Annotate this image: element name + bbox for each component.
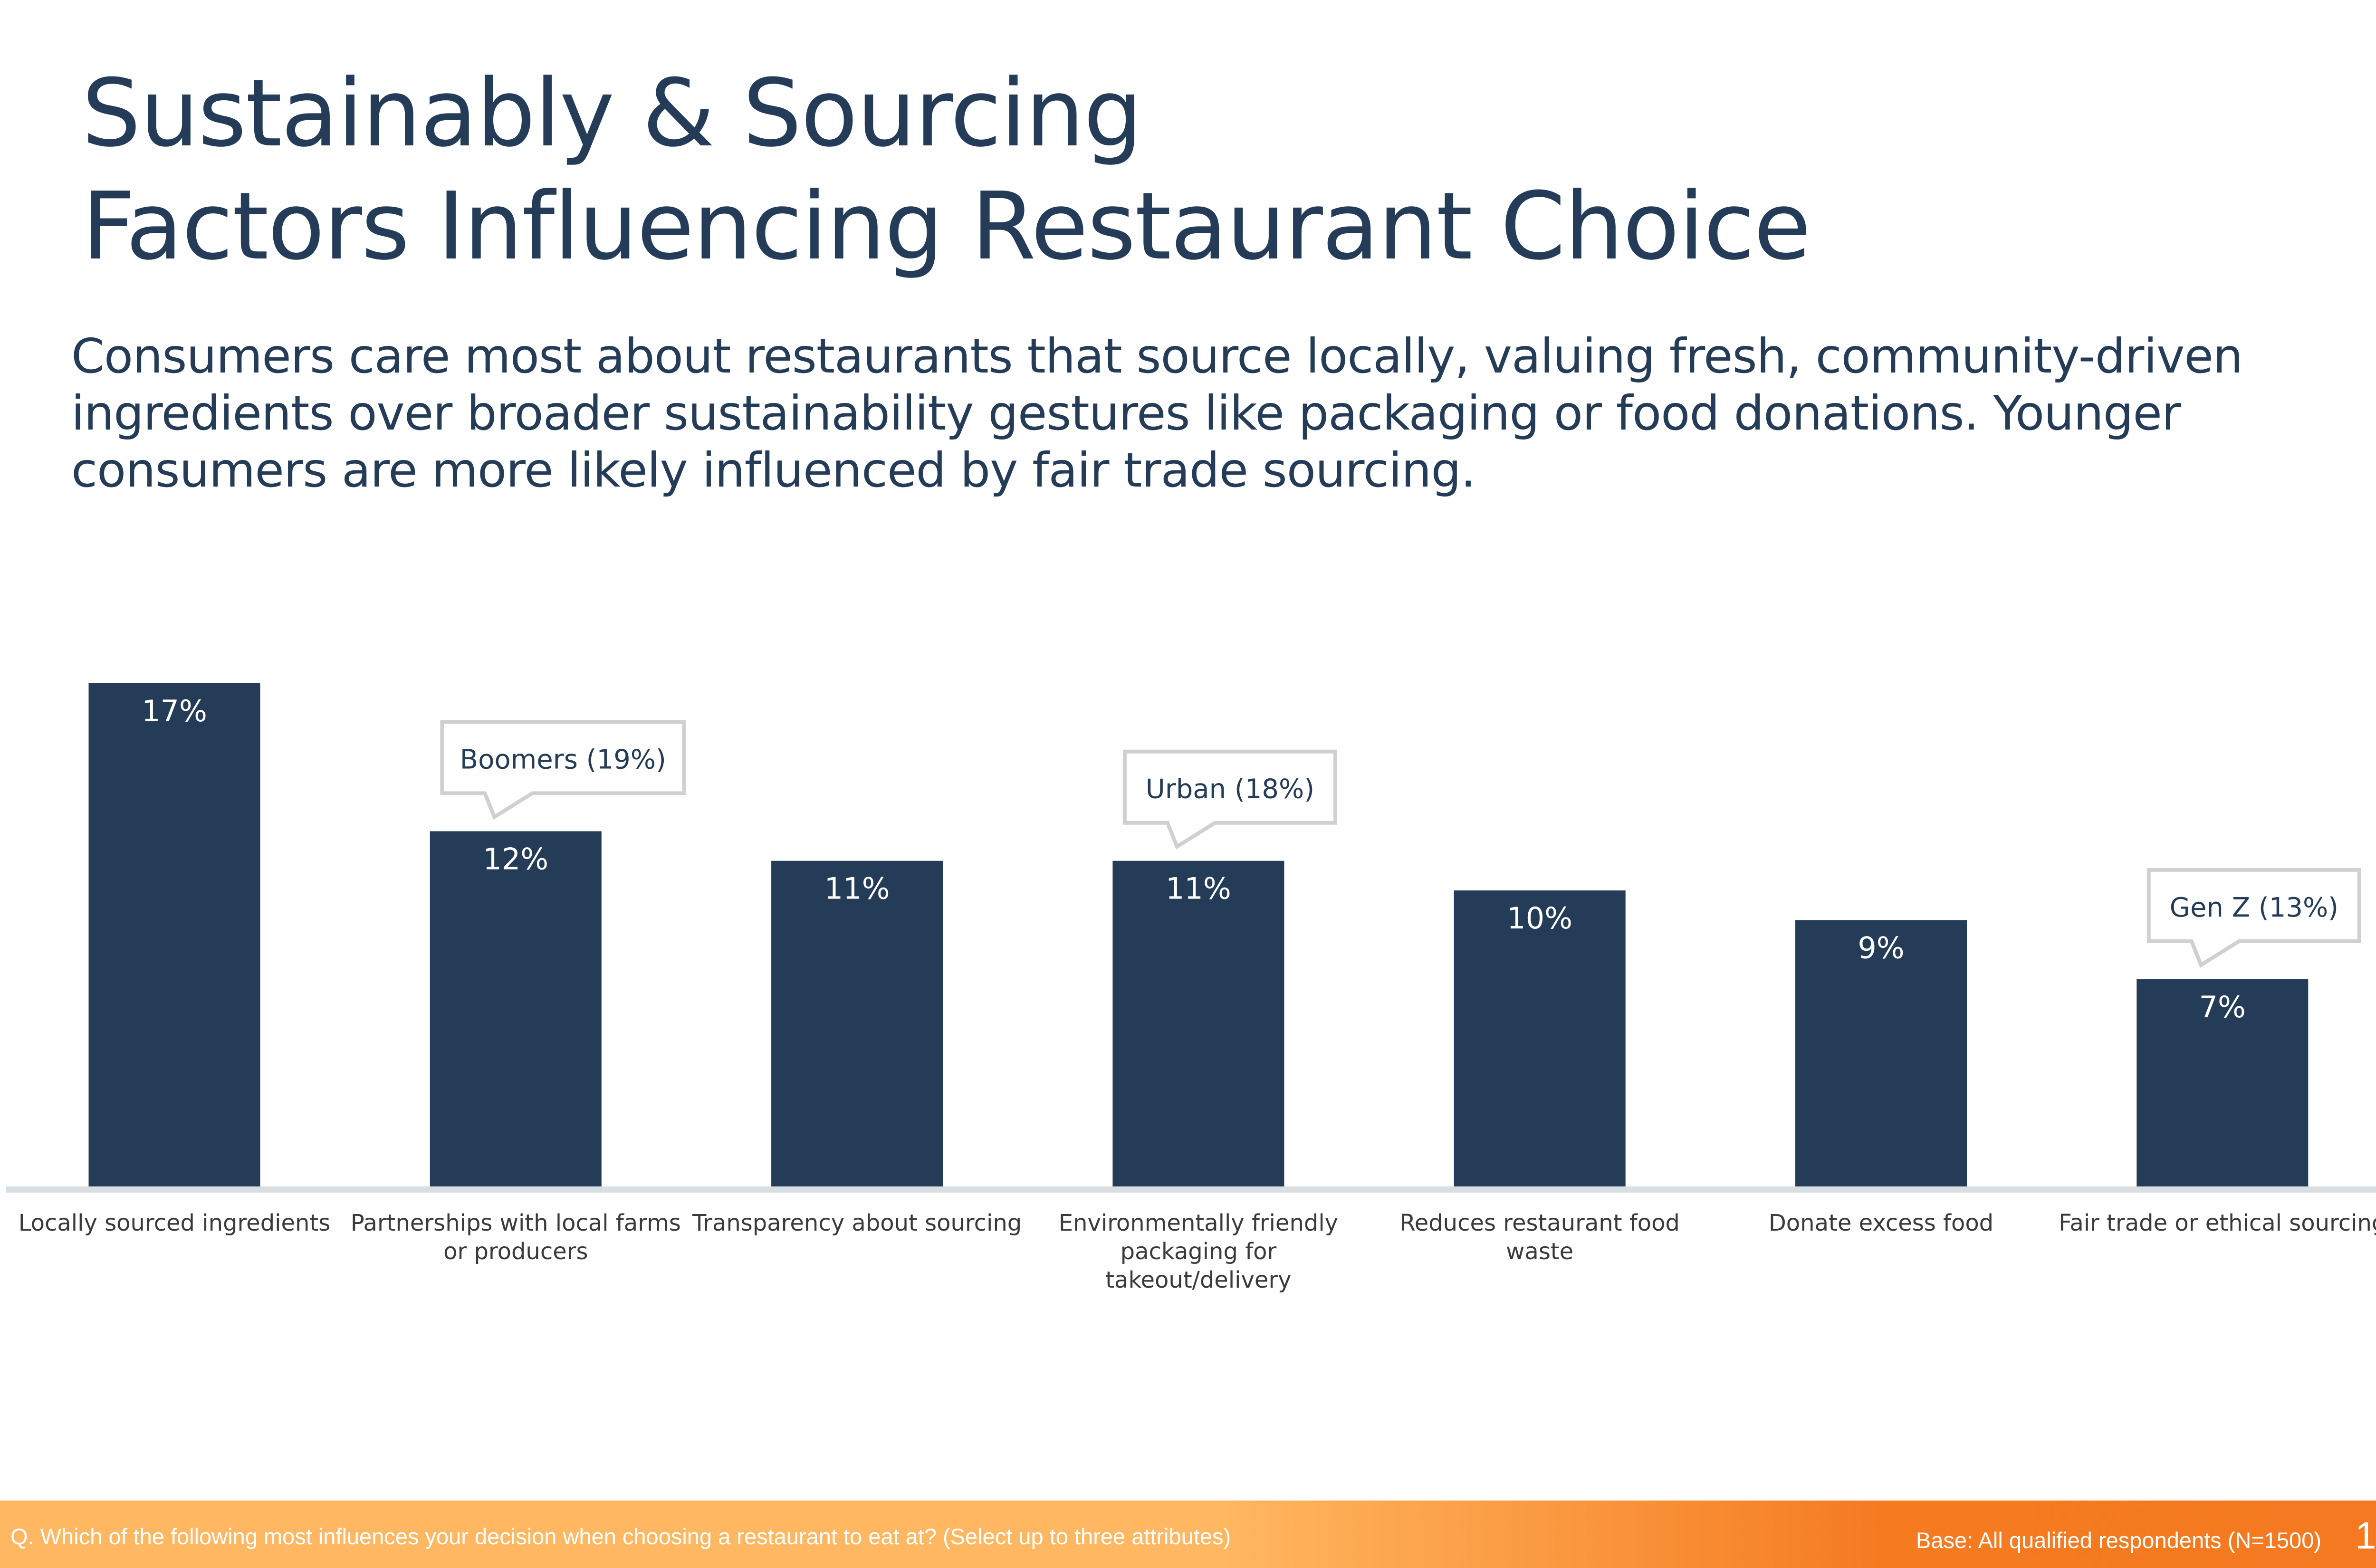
category-label: takeout/delivery [1105, 1267, 1291, 1293]
category-label: Fair trade or ethical sourcing [2059, 1210, 2376, 1236]
title-line-2: Factors Influencing Restaurant Choice [82, 172, 1811, 281]
category-label: Donate excess food [1769, 1210, 1993, 1236]
category-label: waste [1506, 1238, 1573, 1265]
data-label: 9% [1858, 930, 1904, 965]
bar [1795, 920, 1967, 1186]
bar [2136, 979, 2309, 1186]
data-label: 11% [1166, 871, 1231, 906]
x-axis-line [6, 1186, 2376, 1193]
category-label: Locally sourced ingredients [19, 1210, 331, 1236]
summary-text: Consumers care most about restaurants th… [71, 328, 2243, 498]
bar [1454, 890, 1626, 1186]
bar [1112, 860, 1284, 1186]
callout-text: Urban (18%) [1146, 774, 1314, 805]
base-note: Base: All qualified respondents (N=1500) [1916, 1528, 2321, 1553]
bar [430, 831, 602, 1186]
data-label: 7% [2199, 990, 2246, 1024]
callout-box [2146, 868, 2361, 968]
category-label: or producers [443, 1238, 588, 1265]
footer-bar: Q. Which of the following most influence… [0, 1501, 2376, 1568]
category-label: Reduces restaurant food [1399, 1210, 1679, 1236]
page-number: 14 [2355, 1514, 2376, 1557]
data-label: 11% [824, 871, 890, 906]
data-label: 12% [483, 841, 548, 876]
category-label: Environmentally friendly [1059, 1210, 1338, 1236]
title-line-1: Sustainably & Sourcing [82, 59, 1142, 168]
callout-box [1122, 749, 1337, 850]
callout-text: Gen Z (13%) [2170, 892, 2338, 923]
category-label: Transparency about sourcing [692, 1210, 1022, 1236]
category-label: packaging for [1121, 1238, 1277, 1265]
bar [88, 683, 260, 1186]
callout-box [440, 720, 686, 820]
data-label: 17% [142, 694, 207, 728]
page-title: Sustainably & Sourcing Factors Influencin… [82, 57, 1811, 283]
category-label: Partnerships with local farms [351, 1210, 681, 1236]
callout-text: Boomers (19%) [460, 744, 666, 775]
bar [771, 860, 943, 1186]
data-label: 10% [1507, 901, 1572, 936]
survey-question: Q. Which of the following most influence… [10, 1524, 1231, 1549]
